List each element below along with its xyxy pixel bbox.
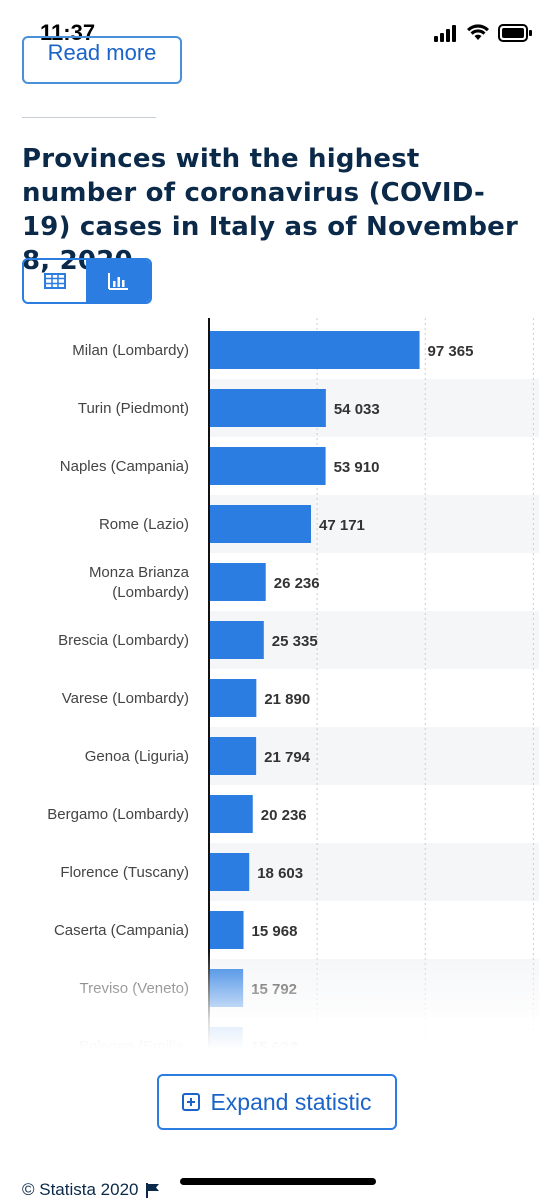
bar [209, 563, 266, 601]
row-stripe [209, 843, 539, 901]
bar-value-label: 18 603 [257, 865, 303, 882]
footer: © Statista 2020 [22, 1180, 161, 1200]
page-title: Provinces with the highest number of cor… [22, 144, 519, 276]
bar [209, 911, 244, 949]
plus-square-icon [182, 1093, 201, 1111]
bar-value-label: 26 236 [274, 575, 320, 592]
category-label: Milan (Lombardy) [72, 342, 189, 359]
cellular-signal-icon [434, 24, 460, 42]
row-stripe [209, 727, 539, 785]
bar-value-label: 97 365 [428, 343, 474, 360]
bar [209, 1027, 243, 1048]
category-label: (Lombardy) [112, 584, 189, 601]
bar [209, 389, 326, 427]
bar-value-label: 21 794 [264, 749, 311, 766]
category-label: Rome (Lazio) [99, 516, 189, 533]
bar-value-label: 21 890 [264, 691, 310, 708]
bar [209, 505, 312, 543]
home-indicator [180, 1178, 376, 1185]
bar [209, 737, 257, 775]
chart-svg: 97 365 Milan (Lombardy) 54 033 Turin (Piedm… [47, 318, 539, 1048]
category-label: Turin (Piedmont) [78, 400, 189, 417]
category-label: Bologna (Emilia- [79, 1038, 189, 1048]
bar-value-label: 54 033 [334, 401, 380, 418]
bar-value-label: 15 968 [252, 923, 298, 940]
bar [209, 795, 253, 833]
wifi-icon [467, 24, 489, 40]
bar [209, 853, 250, 891]
category-label: Brescia (Lombardy) [58, 632, 189, 649]
bar-value-label: 25 335 [272, 633, 318, 650]
chart-view-button[interactable] [86, 260, 150, 302]
table-view-button[interactable] [24, 260, 86, 302]
bar [209, 447, 326, 485]
bar-value-label: 53 910 [334, 459, 380, 476]
bar-value-label: 15 6?? [251, 1039, 299, 1048]
category-label: Caserta (Campania) [54, 922, 189, 939]
category-label: Monza Brianza [89, 564, 190, 581]
category-label: Florence (Tuscany) [60, 864, 189, 881]
category-label: Genoa (Liguria) [85, 748, 189, 765]
category-label: Bergamo (Lombardy) [47, 806, 189, 823]
table-icon [44, 273, 66, 289]
divider [22, 117, 156, 118]
copyright-text: © Statista 2020 [22, 1180, 139, 1199]
category-label: Treviso (Veneto) [80, 980, 190, 997]
read-more-label: Read more [47, 40, 157, 65]
bar-value-label: 15 792 [251, 981, 297, 998]
bar [209, 621, 264, 659]
read-more-button[interactable]: Read more [22, 36, 182, 84]
view-toggle [22, 258, 152, 304]
category-label: Naples (Campania) [60, 458, 189, 475]
bar-chart: 97 365 Milan (Lombardy) 54 033 Turin (Piedm… [0, 318, 554, 1048]
bar [209, 679, 257, 717]
bar-value-label: 47 171 [319, 517, 365, 534]
bar [209, 969, 244, 1007]
status-time: 11:37 [40, 20, 96, 45]
bar-chart-icon [108, 273, 128, 290]
battery-icon [498, 24, 532, 42]
expand-statistic-label: Expand statistic [210, 1088, 372, 1115]
expand-statistic-button[interactable]: Expand statistic [157, 1074, 397, 1130]
bar-value-label: 20 236 [261, 807, 307, 824]
flag-icon[interactable] [145, 1182, 161, 1198]
bar [209, 331, 420, 369]
category-label: Varese (Lombardy) [62, 690, 189, 707]
row-stripe [209, 611, 539, 669]
status-bar: 11:37 [0, 0, 554, 60]
